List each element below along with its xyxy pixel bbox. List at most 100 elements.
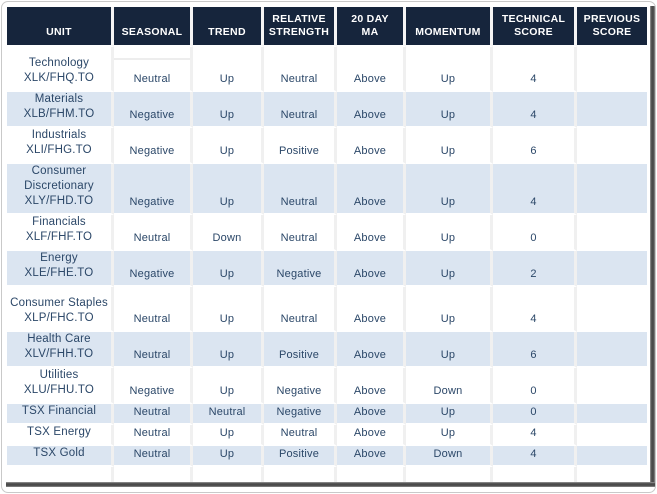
cell-ma_20day: Above: [337, 92, 406, 128]
cell-unit: Consumer Staples XLP/FHC.TO: [7, 287, 114, 332]
cell-seasonal: Neutral: [114, 47, 193, 92]
cell-momentum: Up: [406, 215, 493, 251]
cell-momentum: Up: [406, 47, 493, 92]
drop-shadow-bottom: [6, 482, 655, 487]
cell-ma_20day: Above: [337, 215, 406, 251]
cell-previous_score: [577, 446, 649, 467]
cell-unit: Consumer Discretionary XLY/FHD.TO: [7, 164, 114, 215]
cell-momentum: Down: [406, 446, 493, 467]
column-header-unit: UNIT: [7, 7, 114, 47]
cell-trend: Up: [193, 425, 264, 446]
blank-spacer-row: [7, 467, 649, 482]
column-header-ma_20day: 20 DAY MA: [337, 7, 406, 47]
column-header-relative_strength: RELATIVE STRENGTH: [264, 7, 337, 47]
table-row: Health Care XLV/FHH.TO Neutral Up Positive Ab…: [7, 332, 649, 368]
cell-trend: Up: [193, 128, 264, 164]
column-header-trend: TREND: [193, 7, 264, 47]
cell-momentum: Up: [406, 332, 493, 368]
cell-relative_strength: Neutral: [264, 287, 337, 332]
cell-relative_strength: Neutral: [264, 164, 337, 215]
cell-relative_strength: Positive: [264, 332, 337, 368]
table-row: Energy XLE/FHE.TO Negative Up Negative Above U…: [7, 251, 649, 287]
table-row: Financials XLF/FHF.TO Neutral Down Neutral Ab…: [7, 215, 649, 251]
cell-technical_score: 6: [493, 128, 577, 164]
column-header-technical_score: TECHNICAL SCORE: [493, 7, 577, 47]
table-row: Materials XLB/FHM.TO Negative Up Neutral Abov…: [7, 92, 649, 128]
cell-previous_score: [577, 425, 649, 446]
drop-shadow-right: [650, 6, 655, 483]
cell-technical_score: 0: [493, 368, 577, 404]
cell-technical_score: 4: [493, 47, 577, 92]
cell-momentum: Down: [406, 368, 493, 404]
cell-unit: Financials XLF/FHF.TO: [7, 215, 114, 251]
cell-trend: Up: [193, 47, 264, 92]
cell-trend: Up: [193, 92, 264, 128]
cell-seasonal: Neutral: [114, 425, 193, 446]
cell-technical_score: 6: [493, 332, 577, 368]
cell-ma_20day: Above: [337, 425, 406, 446]
blank-cell: [406, 467, 493, 482]
cell-ma_20day: Above: [337, 404, 406, 425]
cell-previous_score: [577, 92, 649, 128]
cell-seasonal: Negative: [114, 92, 193, 128]
cell-unit: Energy XLE/FHE.TO: [7, 251, 114, 287]
cell-relative_strength: Negative: [264, 404, 337, 425]
blank-cell: [114, 467, 193, 482]
cell-momentum: Up: [406, 251, 493, 287]
table-row: TSX Gold Neutral Up Positive Above Down 4: [7, 446, 649, 467]
header-row: UNIT SEASONAL TREND RELATIVE STRENGTH 20 DAY M…: [7, 7, 649, 47]
cell-ma_20day: Above: [337, 287, 406, 332]
cell-trend: Up: [193, 164, 264, 215]
cell-momentum: Up: [406, 128, 493, 164]
cell-relative_strength: Negative: [264, 251, 337, 287]
sector-technical-score-table: UNIT SEASONAL TREND RELATIVE STRENGTH 20 DAY M…: [7, 7, 649, 482]
table-row: Consumer Staples XLP/FHC.TO Neutral Up Neutr…: [7, 287, 649, 332]
column-header-momentum: MOMENTUM: [406, 7, 493, 47]
cell-relative_strength: Neutral: [264, 92, 337, 128]
cell-seasonal: Neutral: [114, 215, 193, 251]
cell-previous_score: [577, 128, 649, 164]
cell-seasonal: Negative: [114, 368, 193, 404]
cell-ma_20day: Above: [337, 251, 406, 287]
cell-unit: Utilities XLU/FHU.TO: [7, 368, 114, 404]
cell-trend: Up: [193, 368, 264, 404]
cell-relative_strength: Negative: [264, 368, 337, 404]
cell-momentum: Up: [406, 425, 493, 446]
blank-cell: [264, 467, 337, 482]
cell-previous_score: [577, 404, 649, 425]
cell-trend: Down: [193, 215, 264, 251]
cell-previous_score: [577, 215, 649, 251]
cell-seasonal: Negative: [114, 251, 193, 287]
cell-previous_score: [577, 368, 649, 404]
cell-trend: Neutral: [193, 404, 264, 425]
blank-cell: [493, 467, 577, 482]
cell-ma_20day: Above: [337, 47, 406, 92]
cell-unit: Industrials XLI/FHG.TO: [7, 128, 114, 164]
cell-momentum: Up: [406, 404, 493, 425]
cell-technical_score: 4: [493, 425, 577, 446]
cell-technical_score: 0: [493, 215, 577, 251]
table-row: TSX Energy Neutral Up Neutral Above Up 4: [7, 425, 649, 446]
cell-ma_20day: Above: [337, 332, 406, 368]
cell-technical_score: 0: [493, 404, 577, 425]
cell-momentum: Up: [406, 92, 493, 128]
cell-previous_score: [577, 332, 649, 368]
cell-unit: TSX Financial: [7, 404, 114, 425]
cell-seasonal: Negative: [114, 128, 193, 164]
table-row: Industrials XLI/FHG.TO Negative Up Positive A…: [7, 128, 649, 164]
cell-technical_score: 4: [493, 92, 577, 128]
cell-unit: Materials XLB/FHM.TO: [7, 92, 114, 128]
cell-relative_strength: Neutral: [264, 425, 337, 446]
cell-momentum: Up: [406, 164, 493, 215]
blank-cell: [7, 467, 114, 482]
cell-previous_score: [577, 164, 649, 215]
cell-trend: Up: [193, 251, 264, 287]
cell-trend: Up: [193, 446, 264, 467]
cell-technical_score: 4: [493, 446, 577, 467]
blank-cell: [337, 467, 406, 482]
cell-technical_score: 4: [493, 287, 577, 332]
cell-previous_score: [577, 47, 649, 92]
cell-technical_score: 4: [493, 164, 577, 215]
blank-cell: [193, 467, 264, 482]
cell-momentum: Up: [406, 287, 493, 332]
